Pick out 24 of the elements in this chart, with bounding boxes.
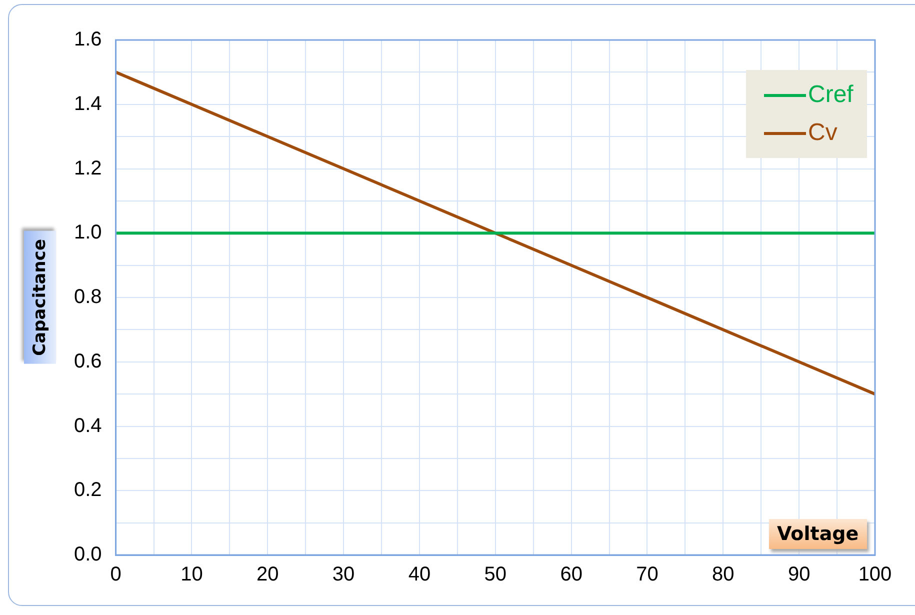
y-tick-label: 0.8 — [74, 286, 102, 308]
y-tick-label: 0.2 — [74, 479, 102, 502]
x-tick-label: 10 — [180, 564, 203, 586]
legend-label: Cref — [808, 81, 854, 109]
y-tick-label: 1.6 — [74, 28, 102, 51]
x-tick-label: 20 — [256, 564, 279, 586]
y-tick-label: 0.6 — [74, 350, 102, 372]
y-tick-label: 1.0 — [74, 222, 102, 244]
x-tick-label: 60 — [560, 564, 582, 586]
y-axis-title: Capacitance — [24, 231, 56, 364]
x-tick-label: 90 — [788, 564, 810, 586]
y-tick-label: 0.0 — [74, 544, 102, 566]
y-tick-label: 0.4 — [74, 414, 102, 437]
x-tick-label: 30 — [332, 564, 355, 586]
y-tick-label: 1.4 — [74, 92, 102, 115]
x-tick-label: 40 — [408, 564, 431, 586]
x-tick-label: 70 — [636, 564, 658, 586]
y-tick-label: 1.2 — [74, 157, 102, 180]
x-tick-label: 50 — [484, 564, 507, 586]
x-axis-title: Voltage — [769, 519, 867, 549]
legend-label: Cv — [808, 119, 838, 147]
x-tick-label: 100 — [858, 564, 892, 586]
x-tick-label: 80 — [712, 564, 734, 586]
x-tick-label: 0 — [110, 564, 122, 586]
